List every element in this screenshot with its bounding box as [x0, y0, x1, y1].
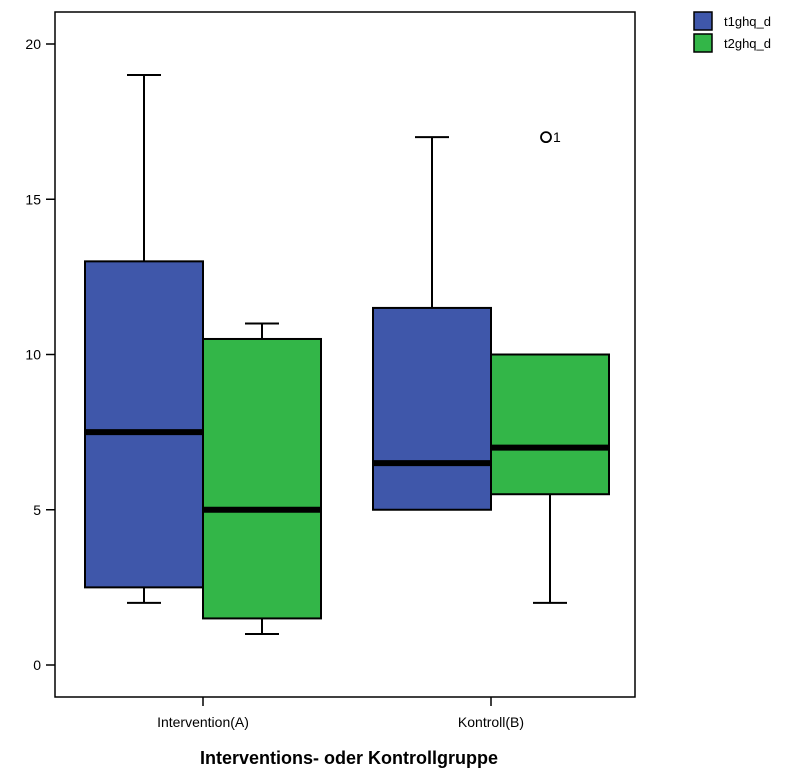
- y-tick-label: 5: [33, 502, 41, 518]
- box-t2ghq_d-1: 1: [490, 129, 610, 604]
- x-tick-label: Kontroll(B): [458, 714, 524, 730]
- y-tick-label: 0: [33, 657, 41, 673]
- outlier-label: 1: [553, 129, 561, 145]
- legend: t1ghq_d t2ghq_d: [693, 11, 771, 53]
- legend-swatch: [693, 33, 713, 53]
- box-t2ghq_d-0: [202, 322, 322, 635]
- y-tick-label: 20: [25, 36, 41, 52]
- outlier-point: [540, 131, 552, 144]
- x-axis: Intervention(A) Kontroll(B): [157, 697, 524, 730]
- x-axis-title: Interventions- oder Kontrollgruppe: [200, 748, 498, 768]
- y-tick-label: 10: [25, 347, 41, 363]
- y-axis: 0 5 10 15 20: [25, 36, 55, 673]
- x-tick-label: Intervention(A): [157, 714, 249, 730]
- box-body: [202, 337, 322, 620]
- box-body: [84, 260, 204, 589]
- y-tick-label: 15: [25, 191, 41, 207]
- box-series: 1: [84, 74, 610, 635]
- legend-label: t1ghq_d: [724, 14, 771, 29]
- legend-label: t2ghq_d: [724, 36, 771, 51]
- legend-swatch: [693, 11, 713, 31]
- box-t1ghq_d-1: [372, 136, 492, 511]
- box-t1ghq_d-0: [84, 74, 204, 604]
- box-body: [372, 306, 492, 511]
- box-body: [490, 353, 610, 496]
